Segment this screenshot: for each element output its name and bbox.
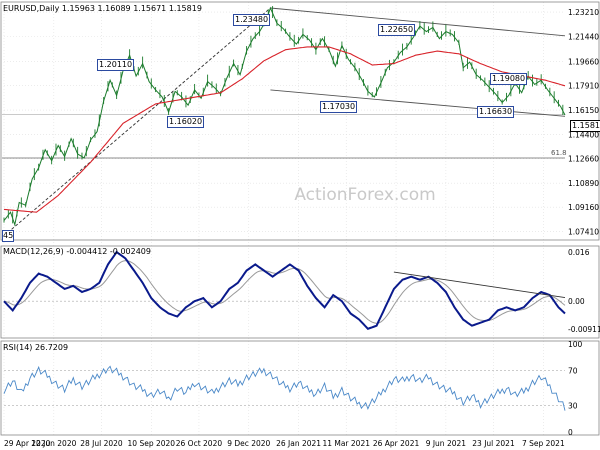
price-tick-label: 1.07410 <box>568 228 599 237</box>
x-tick-label: 26 Jan 2021 <box>276 439 321 448</box>
x-tick-label: 12 Jun 2020 <box>31 439 76 448</box>
timeframe: Daily <box>39 4 60 13</box>
macd-signal-line <box>3 260 566 324</box>
macd-label: MACD(12,26,9) <box>3 247 64 256</box>
x-tick-label: 23 Jul 2021 <box>472 439 515 448</box>
x-tick-label: 26 Apr 2021 <box>373 439 420 448</box>
price-tick-label: 1.19660 <box>568 57 599 66</box>
price-tick-label: 1.23210 <box>568 8 599 17</box>
watermark: ActionForex.com <box>294 185 435 205</box>
price-tick-label: 1.17910 <box>568 82 599 91</box>
rising-dashed-trendline <box>3 7 271 237</box>
x-tick-label: 29 Apr 2020 <box>4 439 51 448</box>
x-tick-label: 7 Sep 2021 <box>522 439 565 448</box>
rsi-tick-label: 0 <box>568 428 573 437</box>
price-level-label: 1.20110 <box>97 59 135 71</box>
macd-tick-label: 0.00 <box>568 297 585 306</box>
low-value: 1.15671 <box>133 4 167 13</box>
price-tick-label: 1.10890 <box>568 179 599 188</box>
macd-tick-label: -0.009116 <box>568 325 600 334</box>
rsi-tick-label: 70 <box>568 366 578 375</box>
macd-header: MACD(12,26,9) -0.004412 -0.002409 <box>3 247 151 257</box>
macd-line <box>3 250 566 330</box>
rsi-frame <box>0 340 600 436</box>
open-value: 1.15963 <box>61 4 95 13</box>
low-label-fragment: 45 <box>2 230 15 242</box>
price-header: EURUSD,Daily 1.15963 1.16089 1.15671 1.1… <box>3 4 202 13</box>
price-level-label: 1.16630 <box>477 106 515 118</box>
x-tick-label: 11 Mar 2021 <box>322 439 370 448</box>
price-level-label: 1.17030 <box>320 101 358 113</box>
macd-panel <box>3 250 566 330</box>
price-level-label: 1.19080 <box>490 73 528 85</box>
rsi-tick-label: 100 <box>568 340 583 349</box>
rsi-value: 26.7209 <box>34 343 69 352</box>
price-level-label: 1.22650 <box>378 24 416 36</box>
price-level-label: 1.16020 <box>167 116 205 128</box>
x-tick-label: 9 Jun 2021 <box>426 439 467 448</box>
macd-tick-label: 0.016 <box>568 248 590 257</box>
price-level-label: 1.23480 <box>233 14 271 26</box>
current-price-tag: 1.15819 <box>570 120 600 132</box>
rsi-header: RSI(14) 26.7209 <box>3 343 68 353</box>
price-tick-label: 1.12660 <box>568 155 599 164</box>
rsi-tick-label: 30 <box>568 402 578 411</box>
high-value: 1.16089 <box>97 4 131 13</box>
price-tick-label: 1.14400 <box>568 130 599 139</box>
price-tick-label: 1.21440 <box>568 33 599 42</box>
upper-channel-line <box>270 7 566 37</box>
x-tick-label: 10 Sep 2020 <box>128 439 176 448</box>
x-tick-label: 28 Jul 2020 <box>80 439 123 448</box>
rsi-panel <box>3 365 566 411</box>
close-value: 1.15819 <box>168 4 202 13</box>
macd-value-2: -0.002409 <box>109 247 151 256</box>
moving-average-line <box>3 46 566 213</box>
rsi-line <box>3 365 566 411</box>
symbol: EURUSD <box>3 4 37 13</box>
x-tick-label: 26 Oct 2020 <box>176 439 223 448</box>
lower-channel-line <box>270 89 566 117</box>
macd-trendline <box>393 271 566 298</box>
rsi-label: RSI(14) <box>3 343 33 352</box>
fib-label: 61.8 <box>551 149 567 157</box>
macd-value-1: -0.004412 <box>66 247 108 256</box>
price-tick-label: 1.16150 <box>568 106 599 115</box>
price-tick-label: 1.09160 <box>568 203 599 212</box>
macd-frame <box>0 245 600 339</box>
x-tick-label: 9 Dec 2020 <box>227 439 270 448</box>
price-panel: 61.8 <box>2 6 567 237</box>
